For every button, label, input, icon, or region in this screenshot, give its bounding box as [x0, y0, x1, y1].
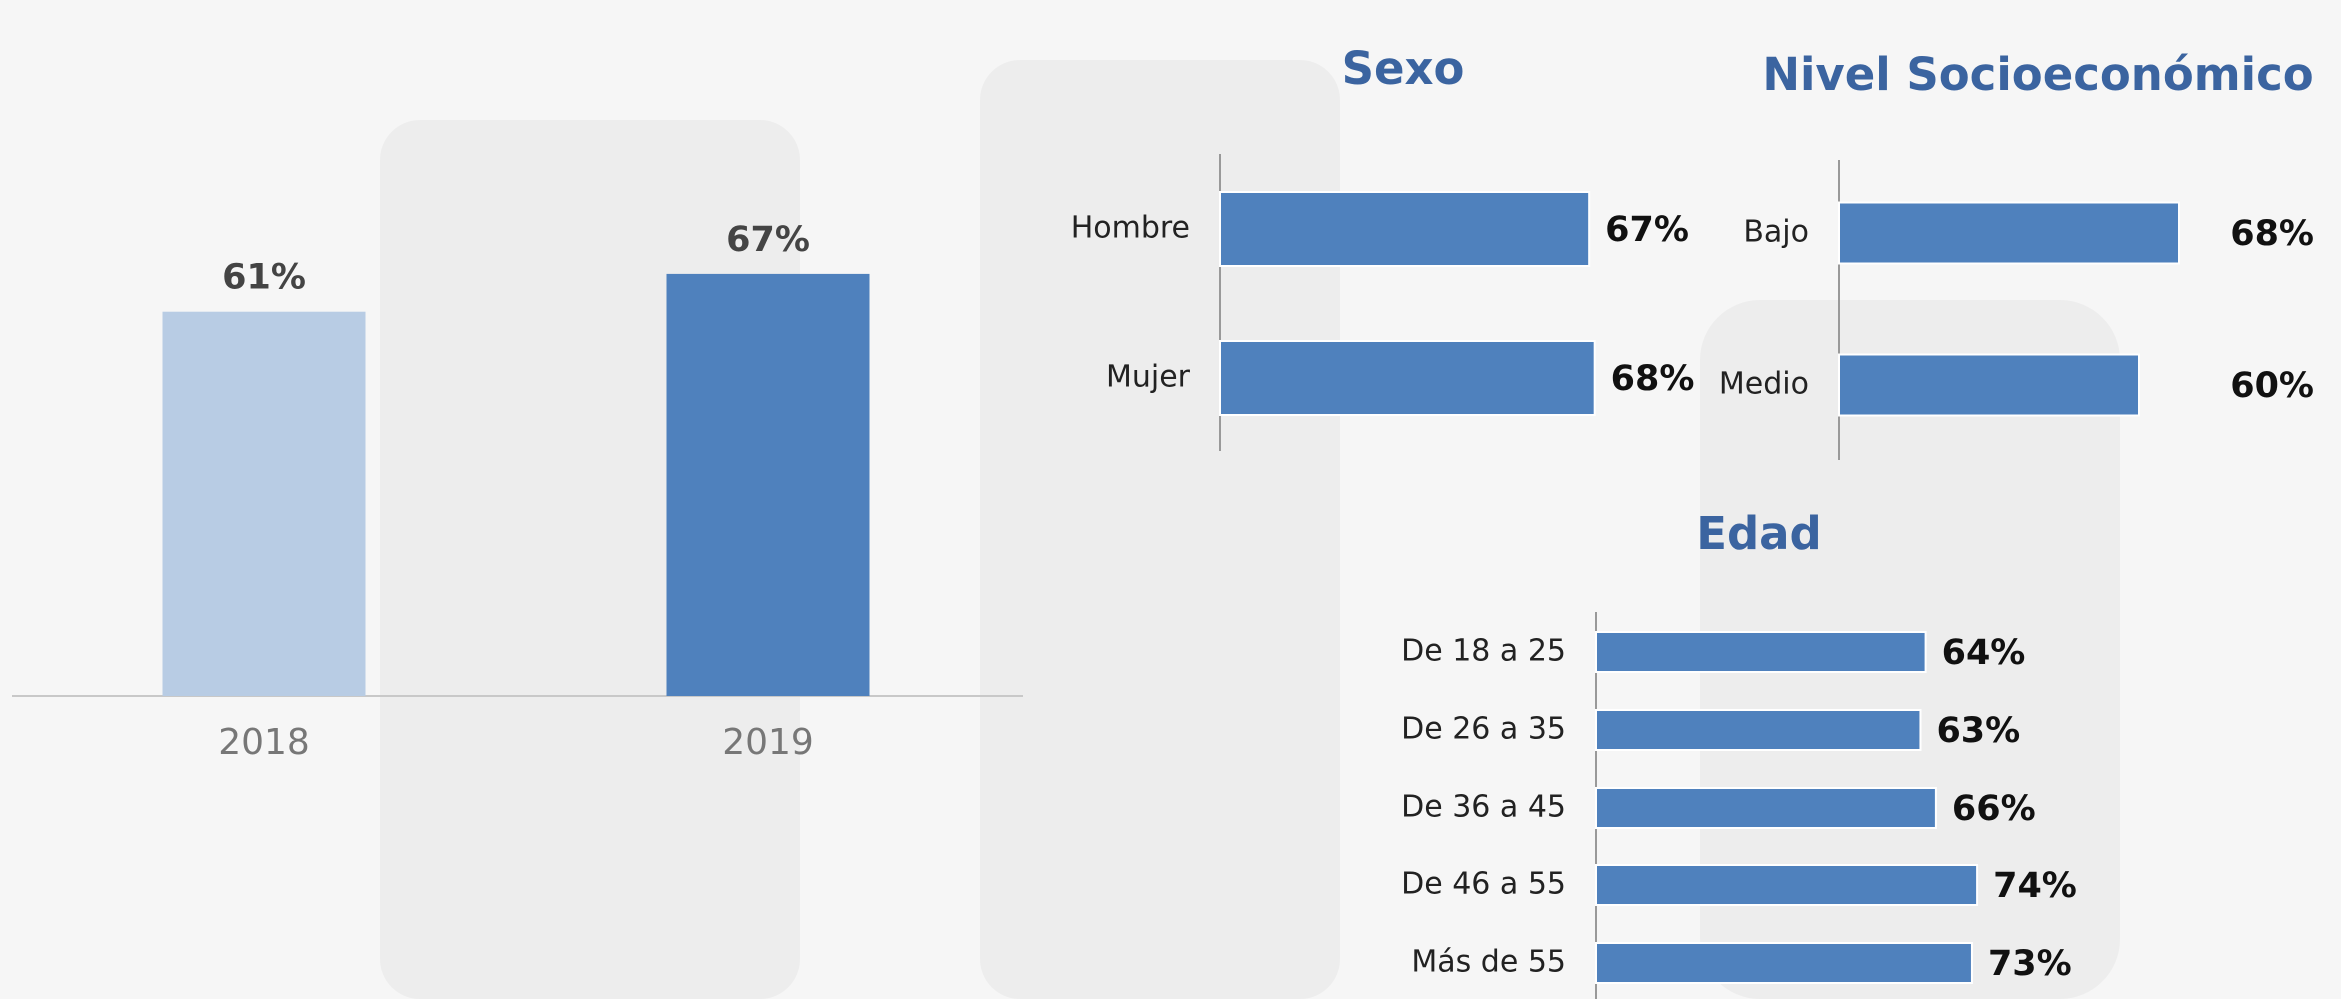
y-tick-label: Medio: [1719, 367, 1809, 402]
y-tick-label: De 46 a 55: [1401, 867, 1566, 902]
bar: [1220, 341, 1595, 415]
value-label: 74%: [1993, 866, 2077, 906]
y-tick-label: Mujer: [1106, 360, 1191, 395]
bar: [1596, 943, 1972, 983]
y-tick-label: De 26 a 35: [1401, 712, 1566, 747]
chart-title: Nivel Socioeconómico: [1762, 48, 2313, 101]
y-tick-label: De 18 a 25: [1401, 634, 1566, 669]
bar: [163, 312, 366, 696]
chart: 61% 2018 67% 2019 Sexo Hombre 67% Mujer 68% Nivel…: [0, 0, 2341, 999]
value-label: 64%: [1942, 633, 2026, 673]
value-label: 68%: [2230, 214, 2314, 254]
chart-title: Edad: [1696, 507, 1822, 560]
y-tick-label: Hombre: [1071, 211, 1190, 246]
bar: [667, 274, 870, 696]
chart-title: Sexo: [1342, 42, 1465, 95]
x-tick-label: 2019: [722, 722, 814, 763]
value-label: 67%: [726, 220, 810, 260]
value-label: 60%: [2230, 366, 2314, 406]
x-tick-label: 2018: [218, 722, 310, 763]
bar: [1220, 192, 1589, 266]
y-tick-label: Más de 55: [1411, 945, 1566, 980]
bar: [1596, 788, 1936, 828]
value-label: 68%: [1611, 359, 1695, 399]
bar: [1839, 355, 2139, 416]
bar: [1839, 203, 2179, 264]
y-tick-label: De 36 a 45: [1401, 790, 1566, 825]
value-label: 66%: [1952, 789, 2036, 829]
bar: [1596, 632, 1926, 672]
bar: [1596, 865, 1977, 905]
bar: [1596, 710, 1920, 750]
value-label: 63%: [1936, 711, 2020, 751]
value-label: 61%: [222, 258, 306, 298]
value-label: 67%: [1605, 210, 1689, 250]
value-label: 73%: [1988, 944, 2072, 984]
page: 61% 2018 67% 2019 Sexo Hombre 67% Mujer 68% Nivel…: [0, 0, 2341, 999]
y-tick-label: Bajo: [1743, 215, 1809, 250]
